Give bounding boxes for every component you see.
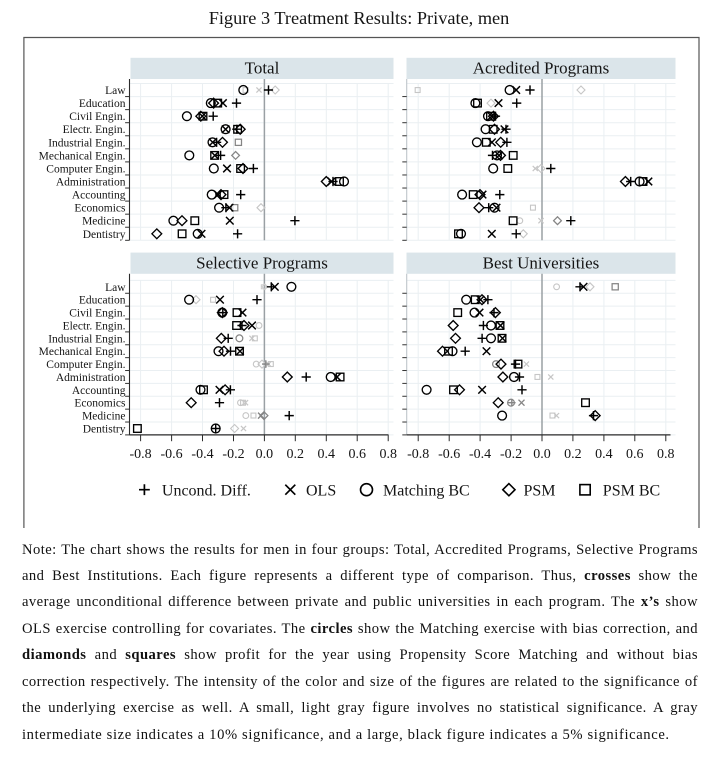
svg-text:0.8: 0.8: [657, 447, 675, 462]
svg-text:Education: Education: [79, 98, 126, 110]
svg-text:0.2: 0.2: [287, 447, 305, 462]
svg-text:Civil Engin.: Civil Engin.: [69, 308, 125, 320]
svg-text:-0.4: -0.4: [191, 447, 213, 462]
svg-text:Matching BC: Matching BC: [383, 482, 470, 499]
svg-text:Figure 3 Treatment Results: Pr: Figure 3 Treatment Results: Private, men: [209, 8, 510, 28]
svg-text:-0.6: -0.6: [161, 447, 183, 462]
svg-text:Total: Total: [245, 59, 280, 78]
svg-text:PSM: PSM: [524, 482, 556, 499]
svg-text:Industrial Engin.: Industrial Engin.: [48, 137, 125, 149]
svg-text:-0.6: -0.6: [438, 447, 460, 462]
svg-text:-0.4: -0.4: [469, 447, 491, 462]
svg-text:Best Universities: Best Universities: [483, 253, 600, 272]
svg-text:Computer Engin.: Computer Engin.: [46, 164, 125, 176]
svg-text:OLS: OLS: [306, 482, 336, 499]
svg-text:0.2: 0.2: [564, 447, 582, 462]
svg-text:Accounting: Accounting: [72, 385, 126, 397]
svg-text:PSM BC: PSM BC: [603, 482, 660, 499]
svg-text:Medicine: Medicine: [82, 411, 125, 423]
svg-text:-0.8: -0.8: [130, 447, 152, 462]
svg-text:Administration: Administration: [56, 372, 126, 384]
svg-text:0.6: 0.6: [626, 447, 644, 462]
svg-text:Law: Law: [105, 85, 126, 97]
svg-text:0.4: 0.4: [595, 447, 613, 462]
svg-text:Acredited Programs: Acredited Programs: [473, 59, 609, 78]
svg-text:0.0: 0.0: [256, 447, 274, 462]
svg-text:Administration: Administration: [56, 177, 126, 189]
svg-text:Uncond. Diff.: Uncond. Diff.: [162, 482, 251, 499]
svg-text:Economics: Economics: [74, 398, 126, 410]
svg-text:-0.2: -0.2: [500, 447, 522, 462]
svg-text:-0.8: -0.8: [407, 447, 429, 462]
svg-text:0.8: 0.8: [379, 447, 397, 462]
svg-text:Civil Engin.: Civil Engin.: [69, 111, 125, 123]
svg-text:Selective Programs: Selective Programs: [196, 253, 328, 272]
svg-text:0.6: 0.6: [348, 447, 366, 462]
svg-text:Mechanical Engin.: Mechanical Engin.: [39, 150, 126, 162]
svg-text:Economics: Economics: [74, 203, 126, 215]
svg-text:Education: Education: [79, 295, 126, 307]
svg-text:Dentistry: Dentistry: [83, 229, 126, 241]
svg-text:Medicine: Medicine: [82, 216, 125, 228]
svg-text:Computer Engin.: Computer Engin.: [46, 359, 125, 371]
svg-text:Mechanical Engin.: Mechanical Engin.: [39, 346, 126, 358]
svg-text:0.0: 0.0: [533, 447, 551, 462]
svg-text:-0.2: -0.2: [222, 447, 244, 462]
svg-text:Electr. Engin.: Electr. Engin.: [63, 124, 126, 136]
svg-text:Industrial Engin.: Industrial Engin.: [48, 333, 125, 345]
svg-text:Law: Law: [105, 282, 126, 294]
svg-text:0.4: 0.4: [318, 447, 336, 462]
svg-text:Dentistry: Dentistry: [83, 424, 126, 436]
svg-text:Electr. Engin.: Electr. Engin.: [63, 321, 126, 333]
svg-text:Accounting: Accounting: [72, 190, 126, 202]
